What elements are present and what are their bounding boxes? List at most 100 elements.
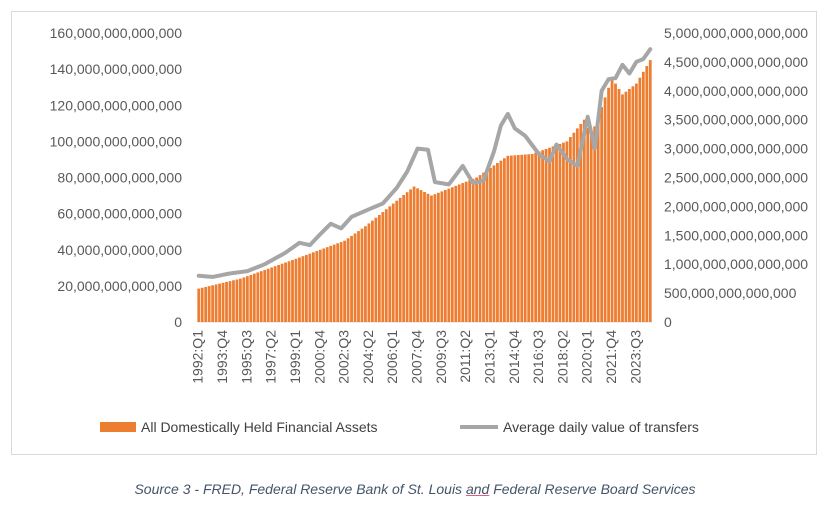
bar [516,155,520,322]
bar [315,251,319,322]
x-tick-label: 2002:Q3 [336,330,352,384]
x-tick-label: 2023:Q3 [627,330,643,384]
bar [575,128,579,322]
bar [454,185,458,322]
x-tick-label: 2018:Q2 [554,330,570,384]
bar [329,245,333,322]
bar [496,163,499,322]
bar [364,226,367,322]
x-tick-label: 1999:Q1 [287,330,303,384]
bar [628,88,631,323]
bar [450,187,454,322]
x-tick-label: 1995:Q3 [238,330,254,384]
bar [437,192,440,322]
bar [239,278,242,322]
bar [461,183,465,322]
bar [513,155,517,322]
bar [544,148,548,322]
bar [242,277,246,322]
bar [419,190,423,322]
bar [266,268,270,322]
bar [225,281,228,322]
x-tick-label: 1992:Q1 [190,330,206,384]
bar [603,97,607,322]
bar [614,83,617,322]
legend-label-bar: All Domestically Held Financial Assets [141,419,378,435]
bar [503,158,506,322]
bar [634,83,638,322]
bar [527,154,531,322]
bar [197,288,201,322]
left-tick-label: 140,000,000,000,000 [50,61,183,77]
left-tick-label: 120,000,000,000,000 [50,97,183,113]
bar [200,287,204,322]
bar [318,249,322,322]
bar [357,231,360,322]
left-tick-label: 100,000,000,000,000 [50,133,183,149]
bar [558,143,562,322]
bar [381,212,385,322]
bar [641,71,645,322]
bar [624,91,628,322]
bar [596,116,600,322]
bar [520,154,524,322]
bar [586,127,590,322]
x-tick-label: 2016:Q3 [530,330,546,384]
bar [568,137,572,322]
right-tick-label: 4,500,000,000,000,000 [664,54,808,70]
bar [353,233,357,322]
right-tick-label: 1,000,000,000,000,000 [664,256,808,272]
bar [562,142,565,322]
bar [416,188,419,322]
bar [228,281,232,322]
x-axis-ticks: 1992:Q1 1993:Q4 1995:Q3 1997:Q2 1999:Q1 2000:… [190,330,644,384]
bar [273,266,277,322]
right-tick-label: 500,000,000,000,000 [664,285,797,301]
bar [395,200,399,322]
bar [440,191,444,322]
bar [287,261,291,322]
bar [551,146,555,322]
x-tick-label: 2009:Q3 [433,330,449,384]
bar [214,284,218,322]
bar [343,240,347,322]
right-tick-label: 2,000,000,000,000,000 [664,198,808,214]
right-tick-label: 4,000,000,000,000,000 [664,83,808,99]
bar [245,276,249,322]
bar [325,247,329,322]
caption-prefix: Source 3 - FRED, Federal Reserve Bank of… [134,481,466,497]
right-tick-label: 1,500,000,000,000,000 [664,227,808,243]
bar [433,194,437,322]
bar [537,151,541,322]
bar [589,135,593,322]
bar [284,262,287,322]
legend-swatch-bar [100,422,136,432]
source-caption: Source 3 - FRED, Federal Reserve Bank of… [0,481,830,497]
bar [280,263,284,322]
bar [367,223,371,322]
bar [263,269,267,322]
x-tick-label: 2021:Q4 [603,330,619,384]
caption-suffix: Federal Reserve Board Services [489,481,696,497]
bar [332,244,336,322]
left-axis-ticks: 0 20,000,000,000,000 40,000,000,000,000 60,… [50,25,183,330]
bar [499,160,503,322]
chart: 0 20,000,000,000,000 40,000,000,000,000 60,… [50,25,809,435]
bar [509,155,513,322]
bar [593,126,597,322]
bar [409,189,412,322]
bar [541,150,544,322]
bar [252,273,256,322]
left-tick-label: 80,000,000,000,000 [57,170,182,186]
bar [256,272,260,322]
bar [259,271,263,322]
x-tick-label: 1993:Q4 [214,330,230,384]
legend: All Domestically Held Financial Assets A… [100,419,699,435]
right-tick-label: 0 [664,314,672,330]
bar [648,60,652,323]
left-tick-label: 160,000,000,000,000 [50,25,183,41]
left-tick-label: 40,000,000,000,000 [57,242,182,258]
bar [294,258,298,322]
bar [305,254,308,322]
bar [298,257,301,322]
